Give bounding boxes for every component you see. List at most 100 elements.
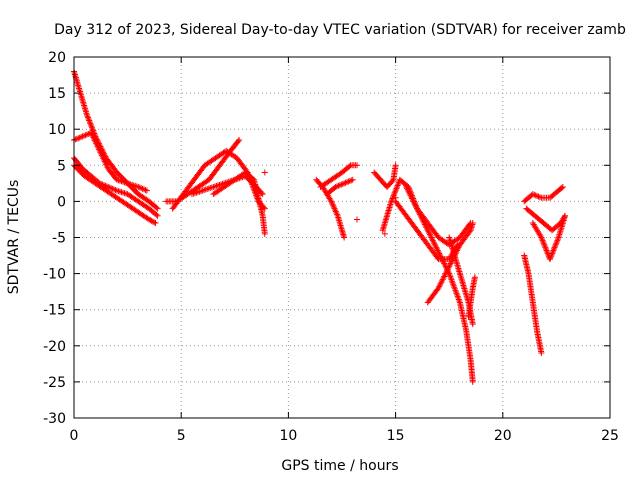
- data-point: [83, 111, 90, 118]
- data-point: [338, 181, 345, 188]
- data-point: [147, 217, 154, 224]
- data-point: [146, 216, 153, 223]
- series-arc-3: [71, 162, 159, 227]
- data-point: [537, 233, 544, 240]
- data-point: [538, 235, 545, 242]
- data-point: [547, 254, 554, 261]
- data-point: [349, 176, 356, 183]
- data-point: [437, 253, 444, 260]
- data-point: [439, 277, 446, 284]
- data-point: [426, 230, 433, 237]
- data-point: [432, 243, 439, 250]
- data-point: [424, 225, 431, 232]
- data-point: [142, 186, 149, 193]
- data-point: [444, 267, 451, 274]
- data-point: [421, 221, 428, 228]
- data-point: [423, 224, 430, 231]
- data-point: [391, 189, 398, 196]
- data-point: [207, 184, 214, 191]
- data-point: [139, 185, 146, 192]
- data-point: [445, 264, 452, 271]
- data-point: [548, 253, 555, 260]
- data-point: [439, 257, 446, 264]
- series-arc-5: [163, 137, 243, 205]
- x-tick-label: 25: [601, 428, 619, 444]
- data-point: [89, 126, 96, 133]
- data-point: [405, 188, 412, 195]
- data-point: [408, 194, 415, 201]
- data-point: [82, 132, 89, 139]
- data-point: [105, 183, 112, 190]
- series-arc-9: [313, 176, 348, 241]
- data-point: [541, 243, 548, 250]
- data-point: [422, 222, 429, 229]
- y-axis-label: SDTVAR / TECUs: [6, 180, 22, 295]
- data-point: [454, 247, 461, 254]
- data-point: [540, 238, 547, 245]
- data-point: [538, 234, 545, 241]
- y-tick-label: -25: [43, 375, 66, 391]
- data-point: [418, 214, 425, 221]
- y-tick-label: -15: [43, 303, 66, 319]
- data-point: [88, 123, 95, 130]
- y-tick-label: 5: [57, 158, 66, 174]
- data-point: [542, 244, 549, 251]
- data-point: [151, 219, 158, 226]
- data-point: [454, 246, 461, 253]
- data-point: [354, 162, 361, 169]
- data-point: [258, 189, 265, 196]
- data-points: [71, 68, 568, 385]
- series-arc-13: [379, 176, 474, 248]
- series-arc-22: [529, 212, 568, 263]
- data-point: [541, 241, 548, 248]
- series-arc-8: [210, 169, 268, 237]
- data-point: [112, 186, 119, 193]
- data-point: [236, 137, 243, 144]
- data-point: [550, 246, 557, 253]
- data-point: [154, 205, 161, 212]
- data-point: [259, 191, 266, 198]
- data-point: [81, 132, 88, 139]
- data-point: [332, 183, 339, 190]
- data-point: [447, 260, 454, 267]
- data-point: [406, 189, 413, 196]
- data-point: [455, 244, 462, 251]
- data-point: [553, 240, 560, 247]
- data-point: [201, 187, 208, 194]
- data-point: [469, 321, 476, 328]
- data-point: [434, 246, 441, 253]
- data-point: [106, 184, 113, 191]
- data-point: [549, 250, 556, 257]
- data-point: [436, 250, 443, 257]
- data-point: [135, 183, 142, 190]
- data-point: [73, 135, 80, 142]
- data-point: [348, 177, 355, 184]
- data-point: [443, 269, 450, 276]
- data-point: [448, 259, 455, 266]
- data-point: [141, 186, 148, 193]
- data-point: [429, 235, 436, 242]
- data-point: [153, 204, 160, 211]
- series-arc-18: [465, 274, 478, 320]
- data-point: [404, 185, 411, 192]
- data-point: [532, 192, 539, 199]
- x-axis-label: GPS time / hours: [281, 458, 398, 474]
- data-point: [235, 138, 242, 145]
- data-point: [406, 191, 413, 198]
- data-point: [341, 180, 348, 187]
- data-point: [440, 259, 447, 266]
- data-point: [202, 186, 209, 193]
- data-point: [331, 205, 338, 212]
- data-point: [87, 121, 94, 128]
- data-point: [79, 133, 86, 140]
- data-point: [208, 184, 215, 191]
- data-point: [333, 209, 340, 216]
- data-point: [416, 209, 423, 216]
- data-point: [427, 233, 434, 240]
- data-point: [436, 282, 443, 289]
- data-point: [419, 215, 426, 222]
- data-point: [446, 263, 453, 270]
- data-point: [441, 261, 448, 268]
- data-point: [531, 191, 538, 198]
